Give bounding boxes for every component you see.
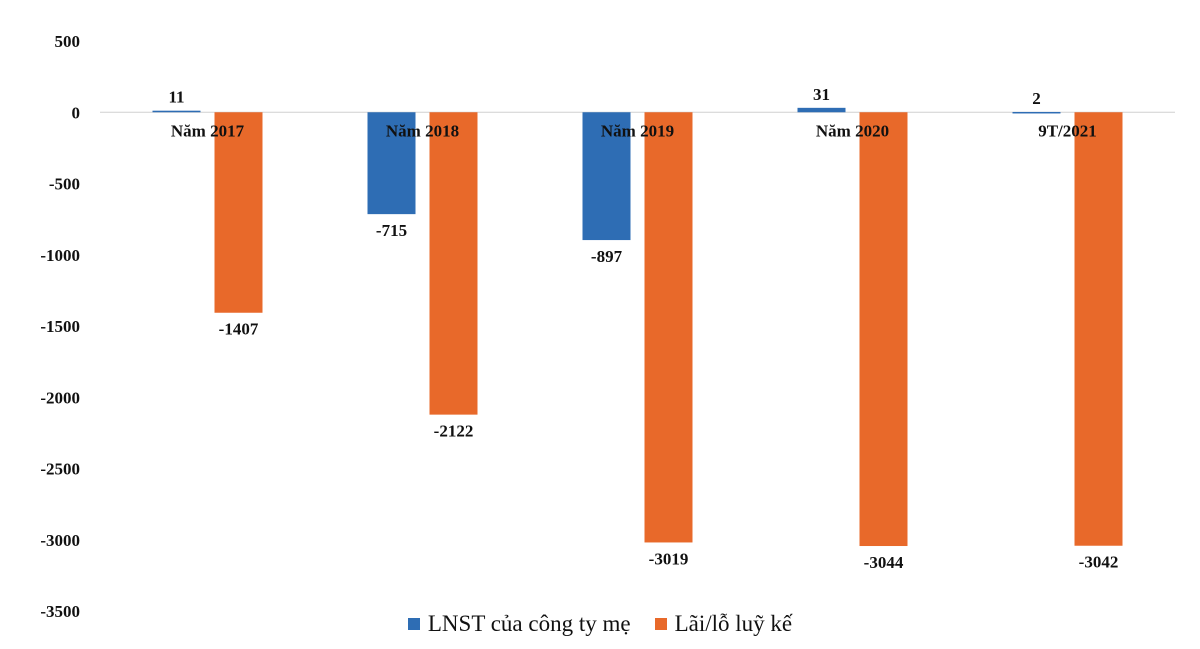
category-label: Năm 2018 (386, 121, 459, 140)
data-label-lai-lo: -3042 (1079, 553, 1119, 572)
data-label-lai-lo: -2122 (434, 422, 474, 441)
y-tick-label: -1000 (40, 246, 80, 265)
category-label: Năm 2020 (816, 121, 889, 140)
bar-lnst[interactable] (152, 110, 201, 113)
y-tick-label: 0 (72, 103, 81, 122)
data-label-lai-lo: -1407 (219, 320, 259, 339)
y-tick-label: -3500 (40, 602, 80, 621)
category-labels: Năm 2017 Năm 2018 Năm 2019 Năm 2020 9T/2021 (171, 121, 1097, 140)
legend-label-lnst: LNST của công ty mẹ (427, 611, 631, 636)
legend-label-lai-lo: Lãi/lỗ luỹ kế (674, 611, 793, 636)
y-axis: 500 0 -500 -1000 -1500 -2000 -2500 -3000 -3500 (40, 32, 80, 621)
data-label-lnst: -897 (591, 247, 623, 266)
data-label-lnst: -715 (376, 221, 407, 240)
bar-lnst[interactable] (797, 107, 846, 113)
legend: LNST của công ty mẹ Lãi/lỗ luỹ kế (0, 604, 1200, 644)
bar-lnst[interactable] (582, 112, 631, 241)
y-tick-label: -3000 (40, 531, 80, 550)
bar-lnst[interactable] (1012, 111, 1061, 114)
bar-lai-lo[interactable] (1074, 112, 1123, 546)
bar-lnst[interactable] (367, 112, 416, 215)
y-tick-label: -1500 (40, 317, 80, 336)
legend-swatch-lnst (407, 618, 420, 630)
data-label-lnst: 2 (1032, 89, 1041, 108)
data-label-lnst: 11 (168, 88, 184, 107)
category-label: 9T/2021 (1038, 121, 1097, 140)
data-label-lnst: 31 (813, 85, 830, 104)
y-tick-label: 500 (55, 32, 81, 51)
bar-lai-lo[interactable] (644, 112, 693, 543)
legend-item-lai-lo[interactable]: Lãi/lỗ luỹ kế (654, 611, 793, 637)
legend-swatch-lai-lo (654, 618, 667, 630)
category-label: Năm 2017 (171, 121, 245, 140)
bar-lai-lo[interactable] (214, 112, 263, 313)
bars (152, 107, 1123, 547)
bar-lai-lo[interactable] (859, 112, 908, 547)
category-label: Năm 2019 (601, 121, 674, 140)
data-label-lai-lo: -3019 (649, 549, 689, 568)
y-tick-label: -2000 (40, 388, 80, 407)
y-tick-label: -500 (49, 175, 80, 194)
data-label-lai-lo: -3044 (864, 553, 904, 572)
bar-lai-lo[interactable] (429, 112, 478, 415)
legend-item-lnst[interactable]: LNST của công ty mẹ (407, 611, 631, 637)
data-labels: 11 -1407 -715 -2122 -897 -3019 31 -3044 2 -3042 (168, 85, 1118, 572)
y-tick-label: -2500 (40, 460, 80, 479)
